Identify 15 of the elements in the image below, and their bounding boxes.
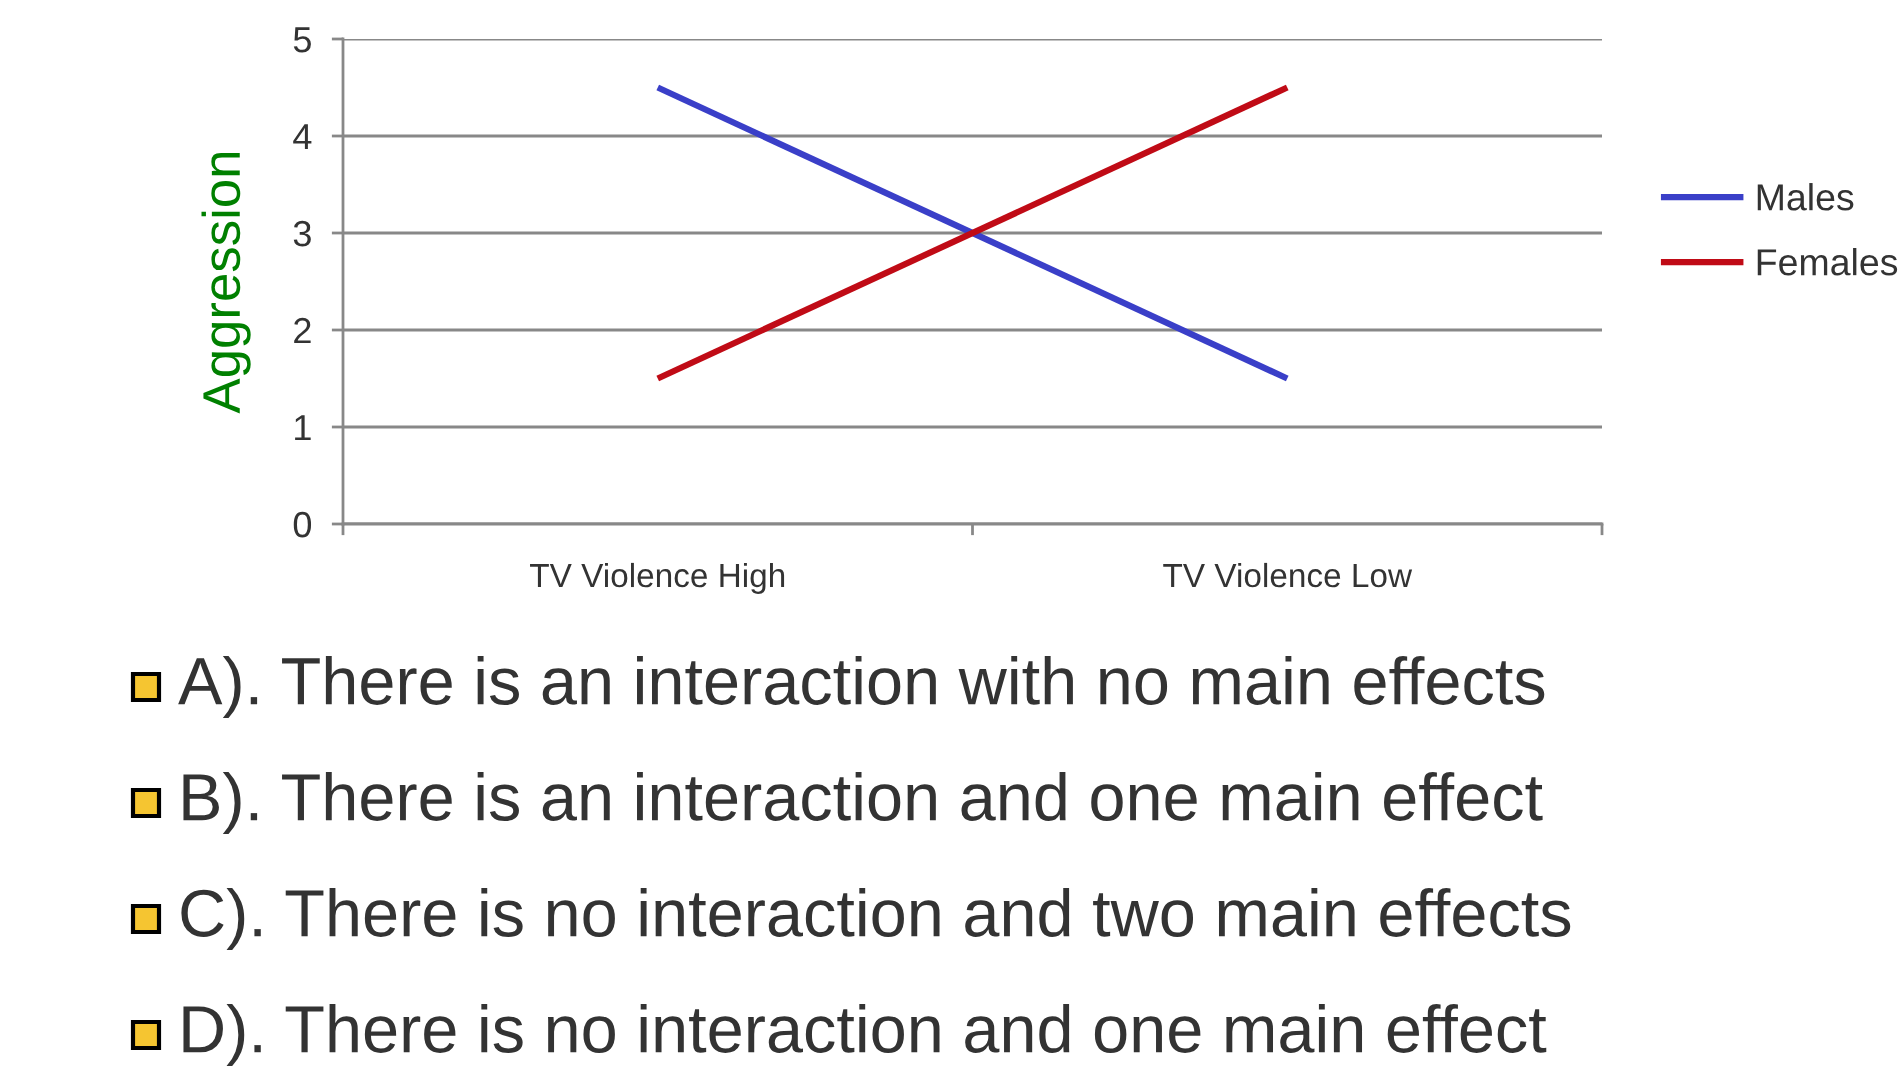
y-tick-label: 1 bbox=[295, 415, 311, 441]
y-tick-label: 0 bbox=[293, 511, 312, 538]
y-axis-title: Aggression bbox=[201, 152, 251, 414]
x-tick-label: TV Violence High bbox=[530, 562, 785, 594]
text: B). There is an interaction and one main effect bbox=[183, 771, 1543, 835]
text: D). There is no interaction and one main effect bbox=[183, 1003, 1547, 1067]
text: C). There is no interaction and two main effects bbox=[181, 887, 1571, 951]
legend-label: Males bbox=[1757, 183, 1854, 211]
y-tick-label: 3 bbox=[293, 220, 311, 247]
legend-label: Females bbox=[1757, 248, 1898, 276]
x-tick-label: TV Violence Low bbox=[1163, 562, 1413, 588]
y-tick-label: 4 bbox=[293, 124, 312, 150]
y-tick-label: 2 bbox=[294, 317, 311, 344]
y-tick-label: 5 bbox=[293, 27, 311, 53]
text: A). There is an interaction with no main effects bbox=[178, 655, 1545, 719]
